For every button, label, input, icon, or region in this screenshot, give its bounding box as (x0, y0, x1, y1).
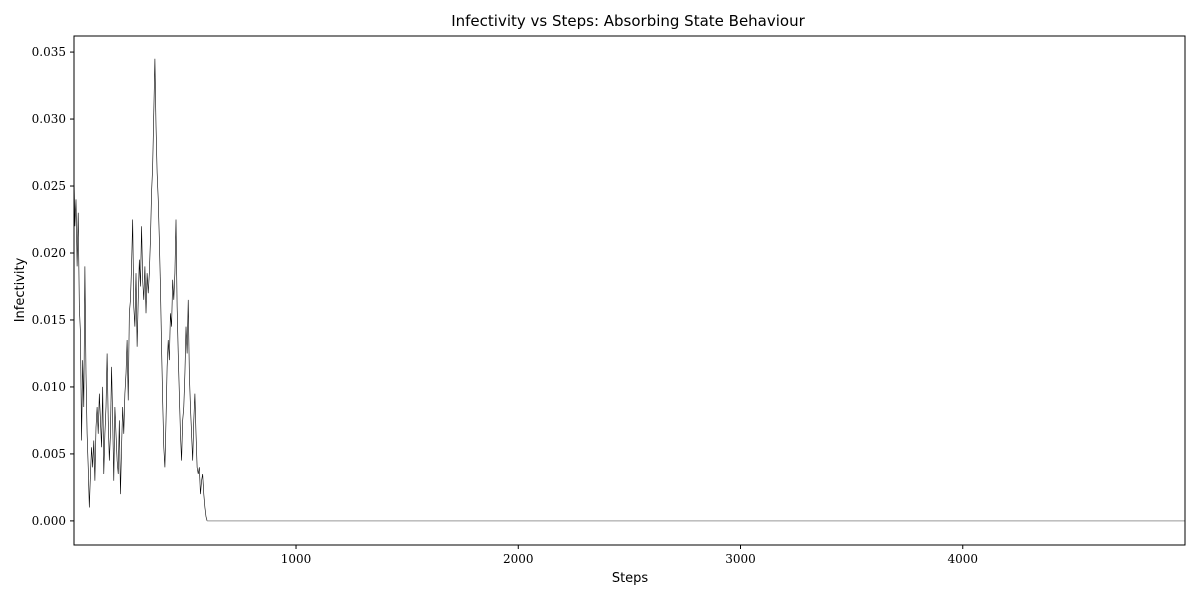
y-tick-label: 0.035 (32, 45, 66, 59)
y-tick-label: 0.000 (32, 514, 66, 528)
y-tick-label: 0.030 (32, 112, 66, 126)
y-tick-label: 0.010 (32, 380, 66, 394)
y-tick-label: 0.015 (32, 313, 66, 327)
x-tick-label: 2000 (503, 552, 534, 566)
y-axis-ticks: 0.000 0.005 0.010 0.015 0.020 0.025 0.030 0.035 (32, 45, 74, 528)
x-tick-label: 1000 (281, 552, 312, 566)
y-axis-label: Infectivity (13, 257, 28, 322)
x-tick-label: 4000 (947, 552, 978, 566)
plot-frame (73, 35, 1186, 546)
plot-area (73, 58, 1185, 522)
y-tick-label: 0.025 (32, 179, 66, 193)
y-tick-label: 0.020 (32, 246, 66, 260)
y-tick-label: 0.005 (32, 447, 66, 461)
x-tick-label: 3000 (725, 552, 756, 566)
x-axis-ticks: 1000 2000 3000 4000 (281, 545, 978, 566)
series-line-active (73, 58, 208, 521)
x-axis-label: Steps (612, 571, 649, 586)
chart-title: Infectivity vs Steps: Absorbing State Be… (451, 12, 805, 30)
